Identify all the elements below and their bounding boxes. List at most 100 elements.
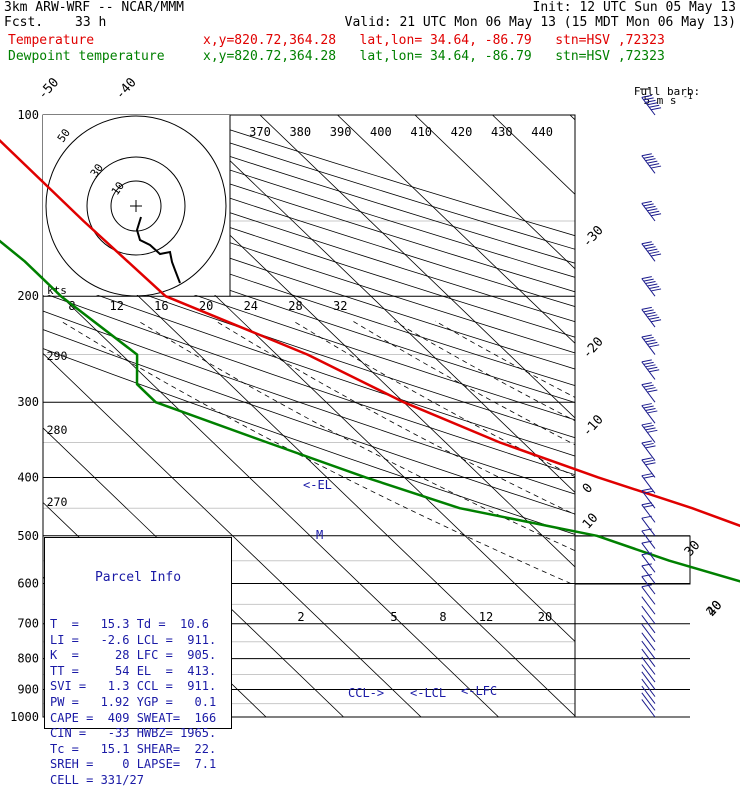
isotherm-label: -50	[35, 75, 62, 102]
wind-barb-flag	[644, 425, 654, 427]
wind-barb-flag	[644, 310, 654, 312]
pressure-label-800: 800	[17, 652, 39, 666]
mixing-ratio-label: 12	[479, 610, 493, 624]
wind-barb-flag	[647, 249, 657, 251]
wind-barb-flag	[642, 335, 652, 337]
wind-barb-flag	[644, 204, 654, 206]
wind-barb-flag	[645, 408, 655, 410]
isotherm	[648, 115, 740, 717]
wind-barb-flag	[644, 156, 654, 158]
isotherm	[260, 115, 740, 717]
wind-barb-flag	[649, 252, 659, 254]
isotherm-label: 10	[580, 511, 602, 533]
wind-barb	[642, 566, 655, 584]
wind-barb-flag	[647, 284, 657, 286]
moist-adiabat	[216, 321, 740, 717]
wind-barb-flag	[642, 307, 652, 309]
wind-barb-flag	[651, 320, 661, 322]
wind-barb-flag	[644, 337, 654, 339]
marker-label: <-LCL	[410, 686, 446, 700]
isotherm-label: 40	[704, 598, 726, 620]
pressure-label-100: 100	[17, 108, 39, 122]
wind-barb-flag	[651, 214, 661, 216]
wind-barb	[642, 657, 655, 675]
theta-label: 420	[451, 125, 473, 139]
wind-barb	[642, 672, 655, 690]
pressure-label-1000: 1000	[10, 710, 39, 724]
wind-barb-flag	[642, 503, 652, 505]
wind-barb-flag	[642, 360, 652, 362]
pressure-label-600: 600	[17, 576, 39, 590]
wind-barb-flag	[642, 474, 652, 476]
wind-barb-flag	[645, 365, 655, 367]
theta-label: 430	[491, 125, 513, 139]
wind-barb-flag	[644, 279, 654, 281]
parcel-info-row: TT = 54 EL = 413.	[50, 664, 231, 680]
wind-barb-flag	[644, 244, 654, 246]
wind-barb-flag	[642, 277, 652, 279]
wind-barb-flag	[642, 154, 652, 156]
wind-barb-flag	[642, 458, 652, 460]
wind-barb-flag	[642, 242, 652, 244]
wind-barb-flag	[651, 254, 661, 256]
speed-label: 24	[244, 299, 258, 313]
mixing-ratio-label: 2	[297, 610, 304, 624]
wind-barb-flag	[644, 476, 654, 478]
wind-barb-flag	[642, 383, 652, 385]
wind-barb	[642, 641, 655, 659]
wind-barb-flag	[645, 428, 655, 430]
wind-barb	[642, 624, 655, 642]
wind-barb-flag	[647, 367, 657, 369]
wind-barb-flag	[642, 489, 652, 491]
wind-barb-flag	[642, 585, 652, 587]
parcel-info-row: LI = -2.6 LCL = 911.	[50, 633, 231, 649]
wind-barb-flag	[647, 342, 657, 344]
theta-left-label: 270	[47, 495, 68, 509]
wind-barb-flag	[642, 516, 652, 518]
parcel-info-row: CIN = -33 HWBZ= 1965.	[50, 726, 231, 742]
wind-barb-flag	[642, 404, 652, 406]
isotherm-label: -20	[580, 334, 607, 361]
wind-barb-flag	[642, 441, 652, 443]
parcel-info-row: CAPE = 409 SWEAT= 166	[50, 711, 231, 727]
parcel-info-row: SREH = 0 LAPSE= 7.1	[50, 757, 231, 773]
theta-left-label: 280	[47, 423, 68, 437]
isotherm	[493, 115, 740, 717]
wind-barb-flag	[644, 460, 654, 462]
wind-barb	[642, 664, 655, 682]
isotherm-label: -30	[580, 223, 607, 250]
wind-barb-flag	[647, 161, 657, 163]
barb-key-superscript: -1	[683, 92, 693, 101]
parcel-info-row: SVI = 1.3 CCL = 911.	[50, 679, 231, 695]
theta-label: 440	[531, 125, 553, 139]
wind-barb-flag	[649, 345, 659, 347]
wind-barb-flag	[651, 108, 661, 110]
wind-barb-flag	[649, 317, 659, 319]
theta-label: 390	[330, 125, 352, 139]
parcel-info-row: PW = 1.92 YGP = 0.1	[50, 695, 231, 711]
speed-label: 16	[154, 299, 168, 313]
theta-label: 370	[249, 125, 271, 139]
isotherm-label: -10	[580, 412, 607, 439]
isotherm	[183, 115, 740, 717]
mixing-ratio-label: 5	[390, 610, 397, 624]
wind-barb-flag	[649, 211, 659, 213]
wind-barb-flag	[642, 201, 652, 203]
dry-adiabat	[184, 115, 740, 717]
parcel-info-row: K = 28 LFC = 905.	[50, 648, 231, 664]
pressure-label-400: 400	[17, 470, 39, 484]
wind-barb-flag	[644, 443, 654, 445]
pressure-label-200: 200	[17, 289, 39, 303]
moist-adiabat	[394, 321, 740, 717]
theta-label: 400	[370, 125, 392, 139]
wind-barb	[642, 587, 655, 605]
speed-label: 32	[333, 299, 347, 313]
wind-barb	[642, 606, 655, 624]
wind-barb-flag	[645, 247, 655, 249]
marker-label: M	[316, 528, 323, 542]
pressure-label-900: 900	[17, 682, 39, 696]
theta-label: 380	[289, 125, 311, 139]
marker-label: <-EL	[303, 478, 332, 492]
